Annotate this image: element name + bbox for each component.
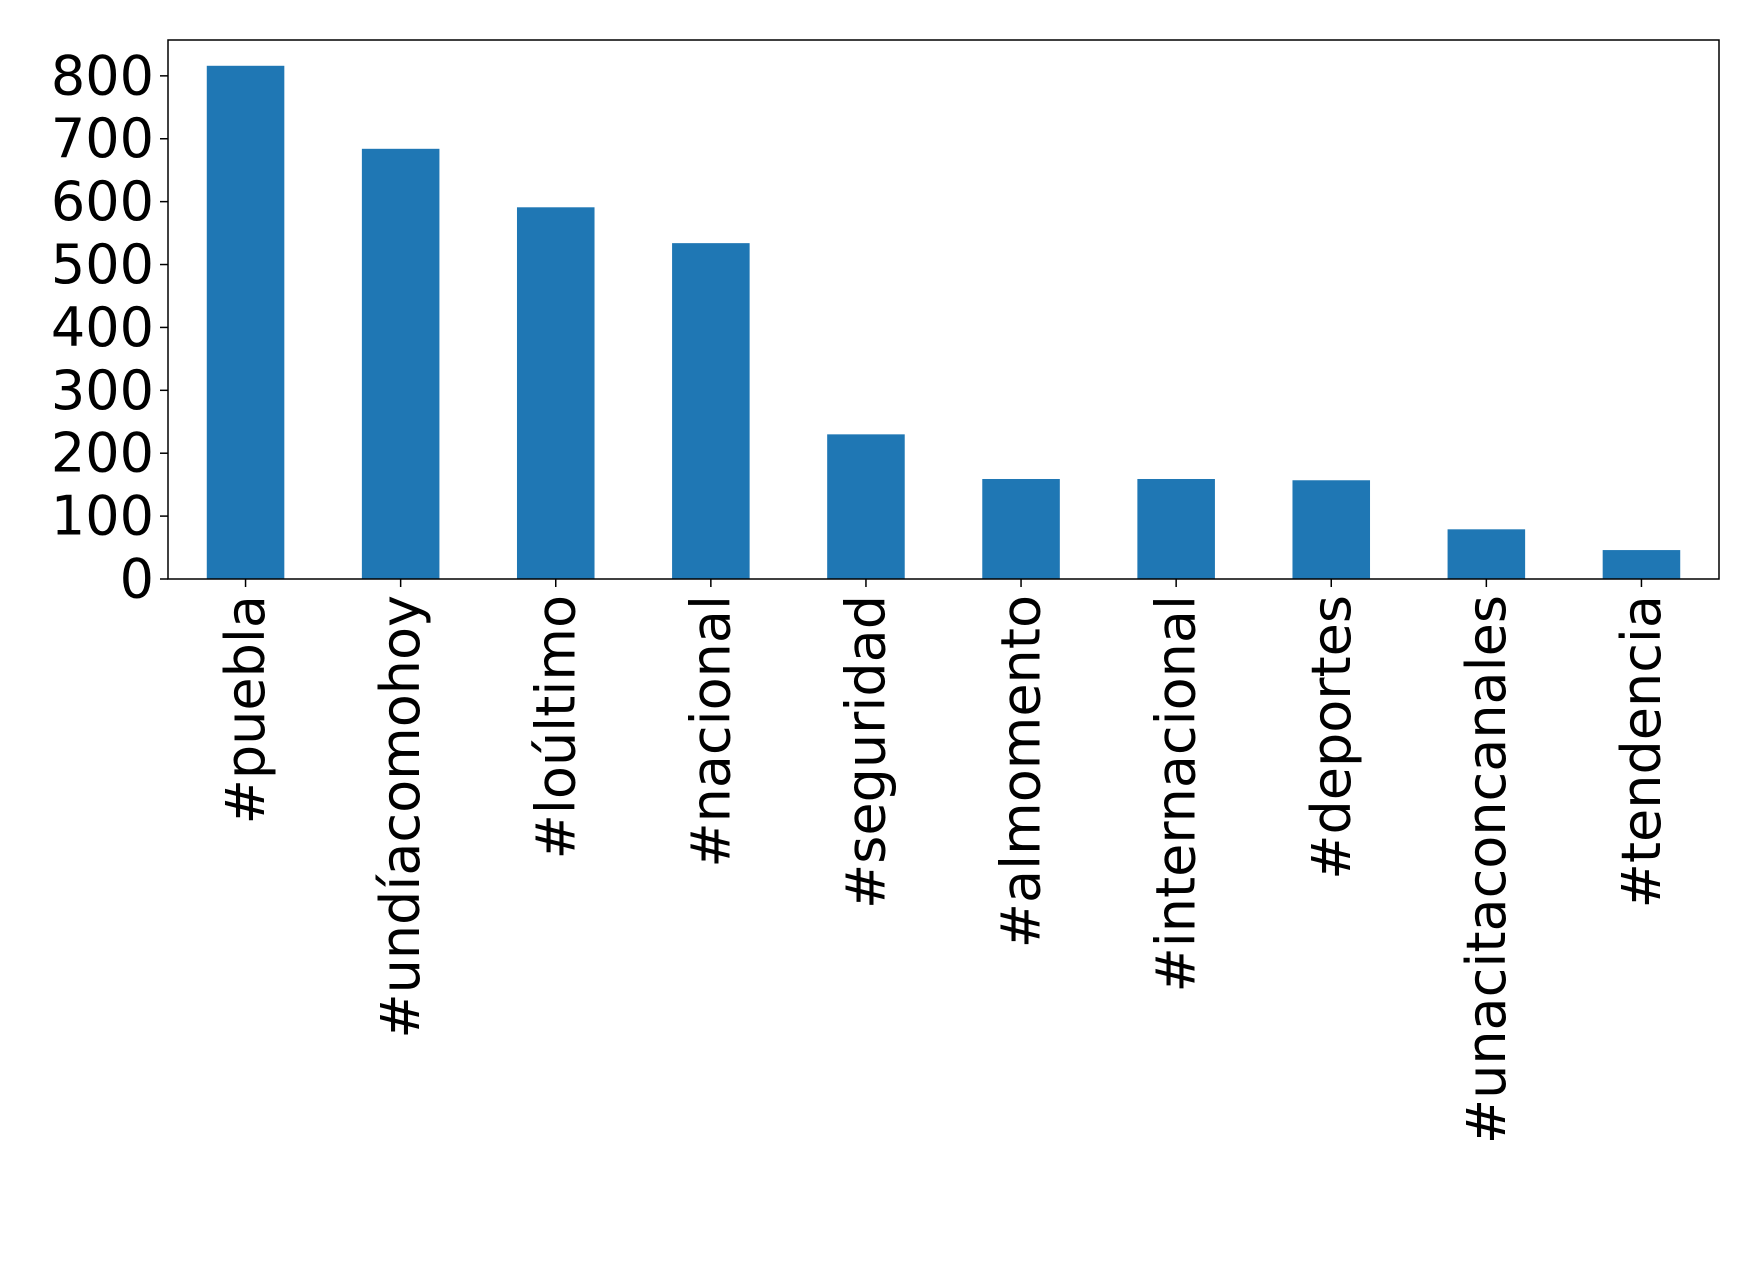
y-tick-label: 700: [51, 107, 154, 170]
x-tick-label: #puebla: [214, 595, 277, 824]
x-tick-label: #internacional: [1145, 595, 1208, 993]
x-tick-label: #tendencia: [1610, 595, 1673, 908]
bar: [827, 434, 905, 579]
x-tick-label: #seguridad: [834, 595, 897, 909]
x-tick-label: #loúltimo: [524, 595, 587, 859]
x-tick-label: #unacitaconcanales: [1455, 595, 1518, 1144]
y-tick-label: 600: [51, 170, 154, 233]
bar: [516, 207, 595, 579]
y-tick-label: 100: [51, 485, 154, 548]
bar: [672, 243, 750, 579]
bar: [982, 478, 1060, 579]
x-tick-label: #undíacomohoy: [369, 595, 432, 1039]
y-tick-label: 300: [51, 359, 154, 422]
bar: [361, 148, 440, 579]
bar: [1292, 480, 1371, 579]
bar: [1602, 550, 1681, 579]
x-tick-label: #nacional: [679, 595, 742, 868]
x-tick-label: #almomento: [990, 595, 1053, 948]
y-tick-label: 0: [120, 548, 154, 611]
y-tick-label: 800: [51, 44, 154, 107]
bar: [206, 65, 285, 580]
y-tick-label: 200: [51, 422, 154, 485]
y-tick-label: 400: [51, 296, 154, 359]
plot-frame: [167, 39, 1720, 580]
y-tick-label: 500: [51, 233, 154, 296]
bar: [1447, 529, 1526, 579]
bar: [1137, 478, 1215, 579]
x-tick-label: #deportes: [1300, 595, 1363, 880]
